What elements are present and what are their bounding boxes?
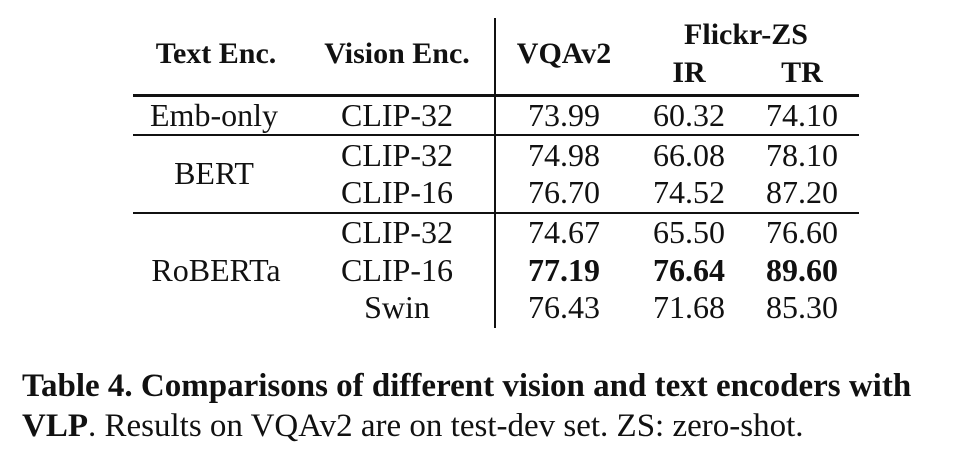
header-text-enc: Text Enc. bbox=[155, 37, 277, 70]
table-cell: 66.08 bbox=[653, 137, 725, 173]
text-enc-roberta: RoBERTa bbox=[151, 252, 281, 288]
table-cell: 74.67 bbox=[528, 214, 600, 250]
column-divider bbox=[494, 18, 496, 328]
group-rule-1 bbox=[133, 134, 859, 136]
table-cell: CLIP-32 bbox=[341, 97, 453, 133]
table-cell: 71.68 bbox=[653, 289, 725, 325]
table-cell: CLIP-16 bbox=[341, 174, 453, 210]
text-enc-bert: BERT bbox=[174, 155, 254, 191]
caption-text: . Results on VQAv2 are on test-dev set. … bbox=[88, 408, 804, 444]
table-cell: 73.99 bbox=[528, 97, 600, 133]
table-cell: CLIP-32 bbox=[341, 214, 453, 250]
table-cell: 87.20 bbox=[766, 174, 838, 210]
header-vqav2: VQAv2 bbox=[516, 37, 612, 70]
table-cell: 76.43 bbox=[528, 289, 600, 325]
table-cell: 85.30 bbox=[766, 289, 838, 325]
table-cell: 76.60 bbox=[766, 214, 838, 250]
table-cell: 74.10 bbox=[766, 97, 838, 133]
header-tr: TR bbox=[781, 56, 823, 89]
table-cell: Swin bbox=[364, 289, 430, 325]
table-cell: 65.50 bbox=[653, 214, 725, 250]
header-vision-enc: Vision Enc. bbox=[324, 37, 470, 70]
table-cell: 74.98 bbox=[528, 137, 600, 173]
comparison-table: Text Enc. Vision Enc. VQAv2 Flickr-ZS IR… bbox=[133, 18, 859, 328]
table-caption: Table 4. Comparisons of different vision… bbox=[22, 366, 972, 446]
header-flickr-zs: Flickr-ZS bbox=[684, 18, 808, 51]
header-rule bbox=[133, 94, 859, 97]
table-cell-best: 89.60 bbox=[766, 252, 838, 288]
table-cell-best: 76.64 bbox=[653, 252, 725, 288]
table-cell: 74.52 bbox=[653, 174, 725, 210]
table-cell: 78.10 bbox=[766, 137, 838, 173]
table-cell: CLIP-32 bbox=[341, 137, 453, 173]
table-cell: 60.32 bbox=[653, 97, 725, 133]
text-enc-emb-only: Emb-only bbox=[150, 97, 278, 133]
table-cell: CLIP-16 bbox=[341, 252, 453, 288]
table-cell-best: 77.19 bbox=[528, 252, 600, 288]
group-rule-2 bbox=[133, 212, 859, 214]
table-cell: 76.70 bbox=[528, 174, 600, 210]
caption-title: Table 4. Comparisons of different vision… bbox=[22, 368, 912, 444]
header-ir: IR bbox=[672, 56, 706, 89]
